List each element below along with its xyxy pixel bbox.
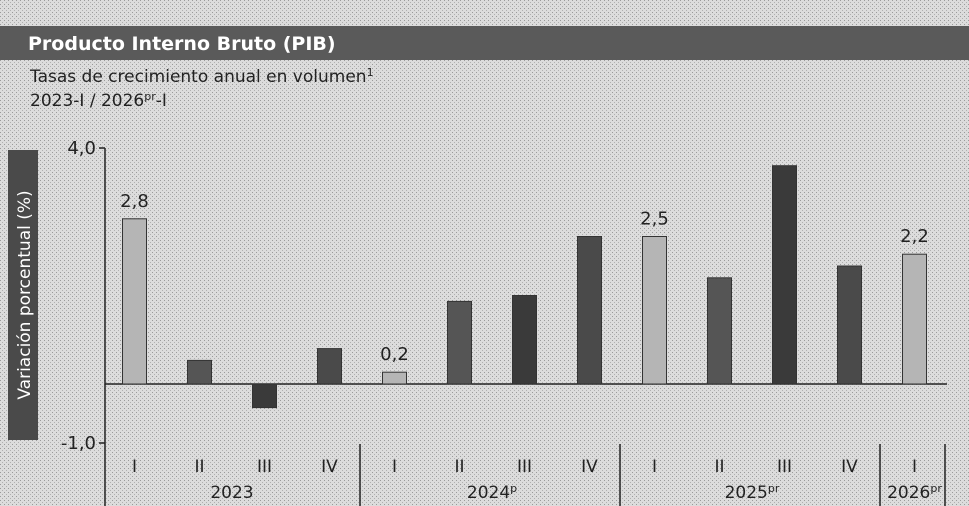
subtitle-sup: 1	[367, 66, 374, 79]
y-tick-label: -1,0	[61, 433, 96, 454]
period-start: 2023-I / 2026	[30, 91, 144, 111]
data-label: 2,8	[120, 191, 149, 212]
data-label: 0,2	[380, 344, 409, 365]
group-year: 2023	[210, 483, 253, 503]
data-label: 2,5	[640, 209, 669, 230]
x-tick-label: II	[714, 457, 724, 477]
bar	[772, 165, 797, 385]
y-label-band	[8, 150, 38, 440]
subtitle-text: Tasas de crecimiento anual en volumen	[29, 67, 367, 87]
group-label: 2026pr	[887, 482, 942, 503]
data-label: 2,2	[900, 226, 929, 247]
x-tick-label: IV	[841, 457, 858, 477]
title-band	[0, 26, 969, 60]
group-sup: pr	[768, 482, 780, 495]
period-end: -I	[156, 91, 167, 111]
group-label: 2023	[210, 483, 253, 503]
x-tick-label: I	[912, 457, 917, 477]
x-tick-label: III	[777, 457, 792, 477]
x-tick-label: IV	[321, 457, 338, 477]
bar	[512, 295, 537, 385]
x-tick-label: I	[392, 457, 397, 477]
y-axis-label: Variación porcentual (%)	[15, 190, 35, 399]
bar	[642, 236, 667, 385]
x-tick-label: IV	[581, 457, 598, 477]
group-label: 2024p	[467, 482, 517, 503]
period-sup: pr	[144, 90, 156, 103]
group-label: 2025pr	[725, 482, 780, 503]
x-tick-label: II	[194, 457, 204, 477]
bar	[447, 300, 472, 385]
bar	[122, 218, 147, 385]
bar	[707, 277, 732, 385]
group-year: 2026	[887, 483, 930, 503]
subtitle: Tasas de crecimiento anual en volumen1	[29, 66, 374, 87]
bar	[837, 265, 862, 385]
x-tick-label: III	[257, 457, 272, 477]
bar	[317, 348, 342, 385]
bar	[252, 383, 277, 409]
bar	[577, 236, 602, 385]
y-tick-label: 4,0	[67, 138, 96, 159]
x-tick-label: II	[454, 457, 464, 477]
x-tick-label: III	[517, 457, 532, 477]
chart-title: Producto Interno Bruto (PIB)	[28, 33, 336, 55]
group-year: 2025	[725, 483, 768, 503]
bar	[382, 371, 407, 385]
x-tick-label: I	[132, 457, 137, 477]
x-tick-label: I	[652, 457, 657, 477]
group-sup: p	[510, 482, 517, 495]
period: 2023-I / 2026pr-I	[30, 90, 167, 111]
group-year: 2024	[467, 483, 510, 503]
group-sup: pr	[930, 482, 942, 495]
bar	[902, 253, 927, 385]
bar	[187, 359, 212, 385]
